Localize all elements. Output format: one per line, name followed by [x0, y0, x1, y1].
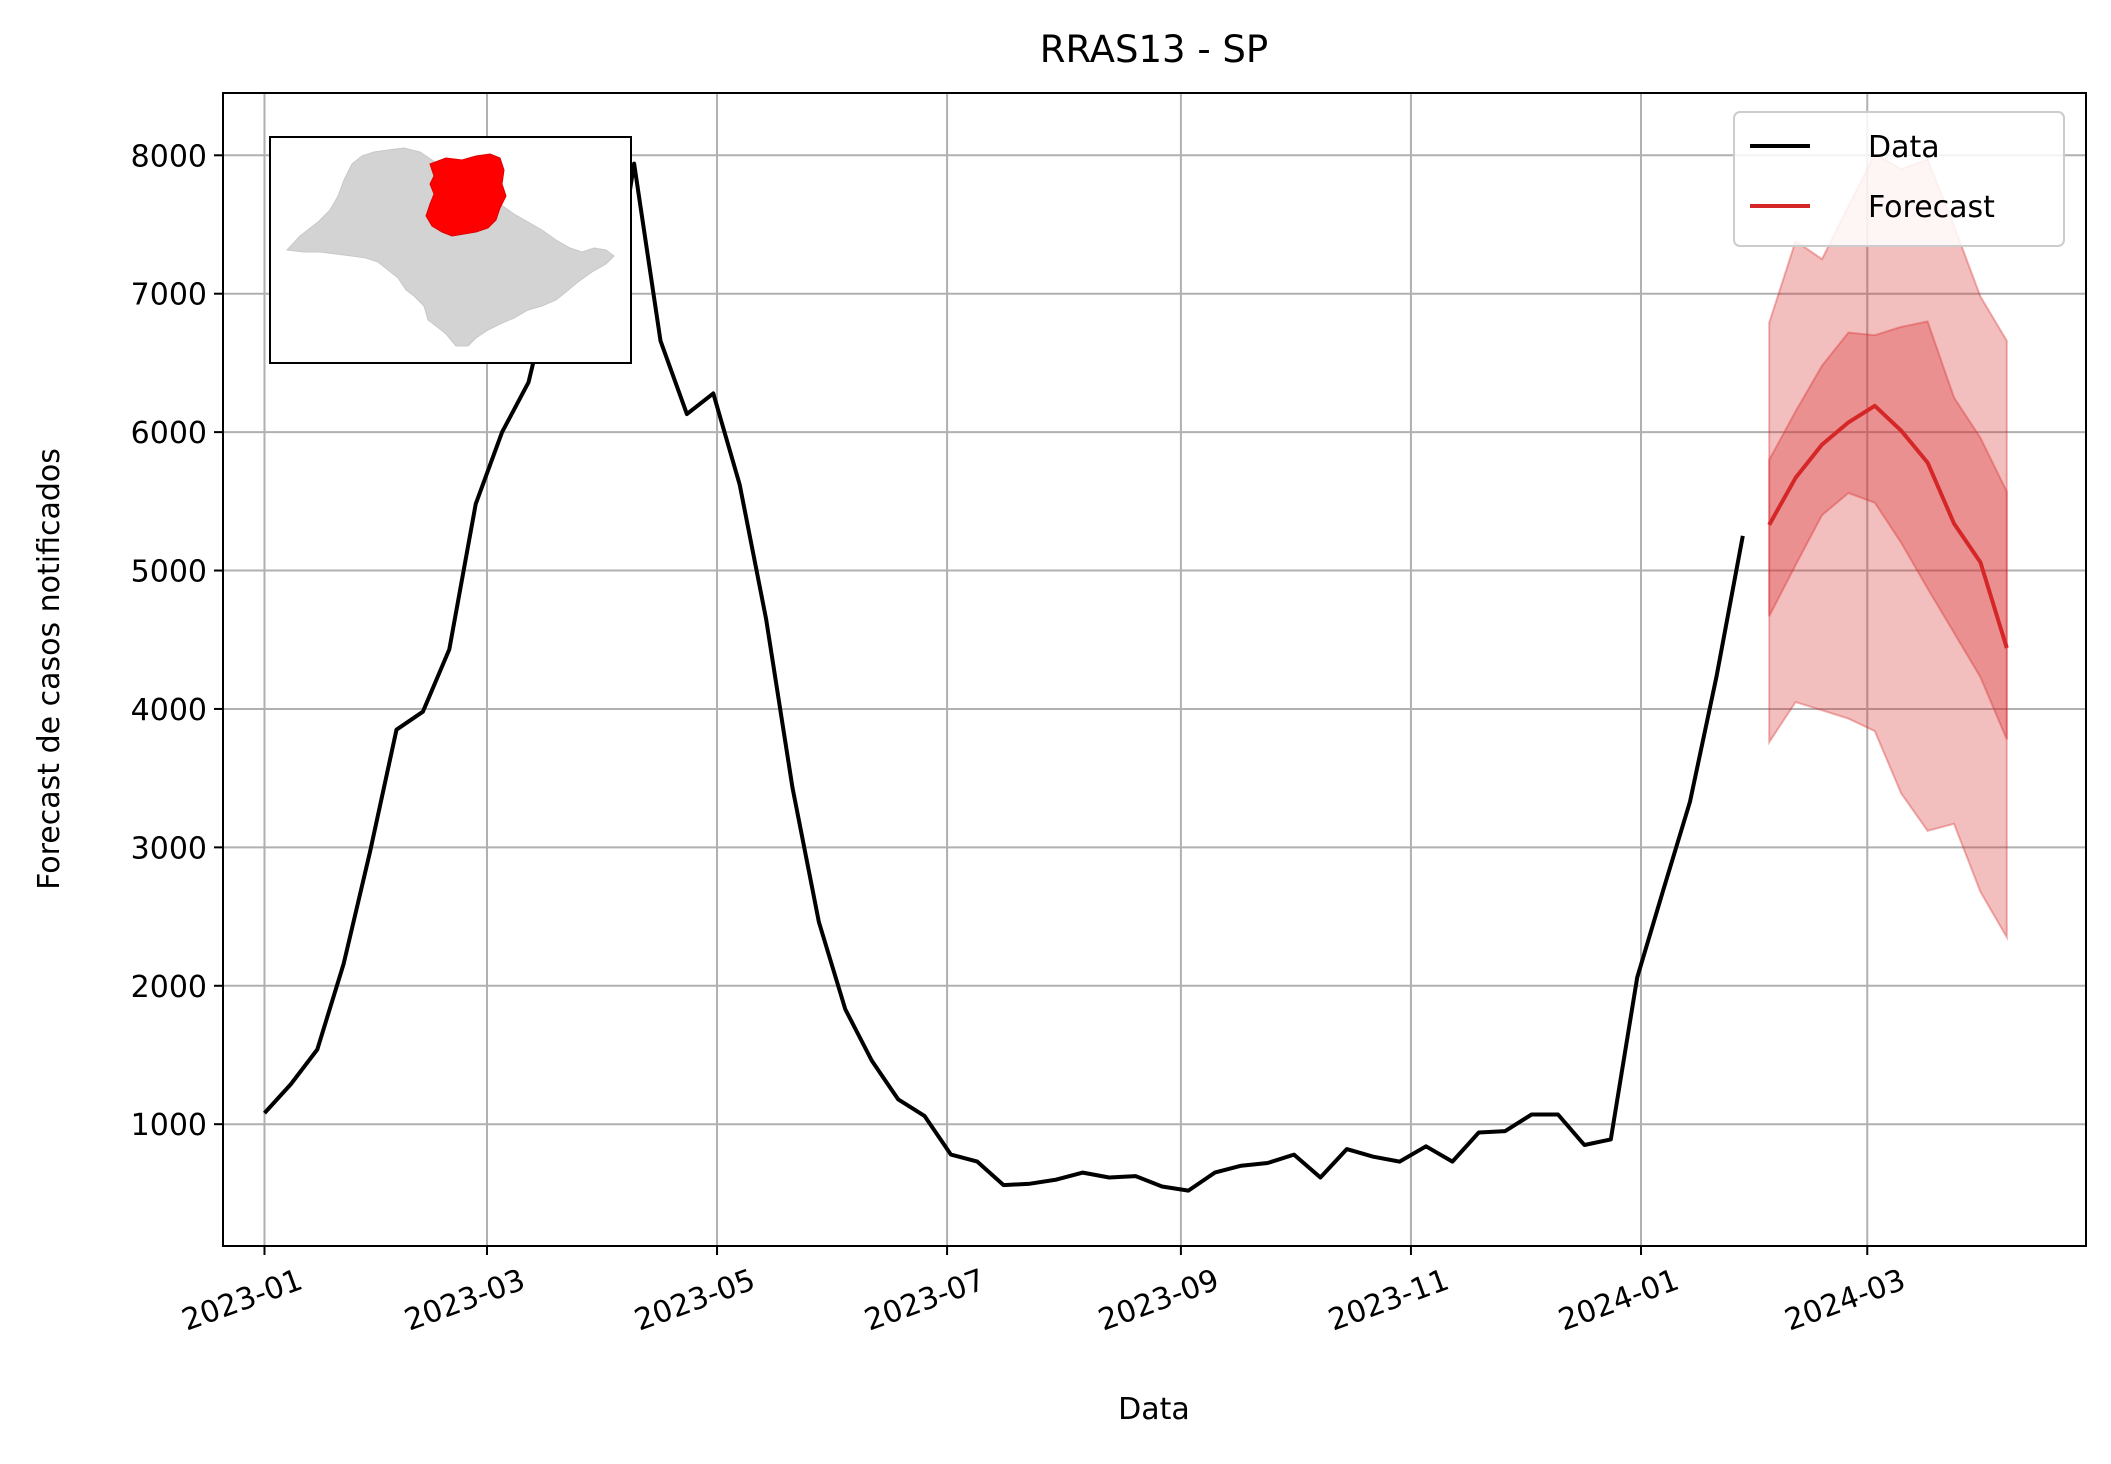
x-axis-label: Data: [1118, 1392, 1190, 1427]
series-lines: [263, 161, 2009, 1193]
grid: [223, 93, 2086, 1246]
y-tick-label: 7000: [131, 278, 207, 313]
legend: Data Forecast: [1733, 111, 2065, 247]
rras13-region-shape: [425, 153, 507, 237]
y-tick-label: 6000: [131, 416, 207, 451]
inset-map: [269, 136, 632, 364]
plot-frame: [222, 92, 2087, 1247]
y-tick-label: 8000: [131, 139, 207, 174]
legend-label-forecast: Forecast: [1868, 190, 1995, 225]
forecast-interval-50: [1768, 320, 2008, 740]
y-tick-label: 1000: [131, 1108, 207, 1143]
y-tick-label: 5000: [131, 555, 207, 590]
legend-label-data: Data: [1868, 130, 1940, 165]
chart-title: RRAS13 - SP: [1040, 28, 1268, 71]
y-axis-label: Forecast de casos notificados: [32, 448, 67, 890]
forecast-band-50: [1768, 320, 2008, 740]
legend-box: [1733, 111, 2065, 247]
series-line-data: [263, 161, 1745, 1193]
y-tick-label: 2000: [131, 970, 207, 1005]
y-tick-label: 4000: [131, 693, 207, 728]
y-tick-label: 3000: [131, 831, 207, 866]
state-map-shape: [285, 147, 615, 347]
series-line-forecast: [1767, 403, 2009, 649]
